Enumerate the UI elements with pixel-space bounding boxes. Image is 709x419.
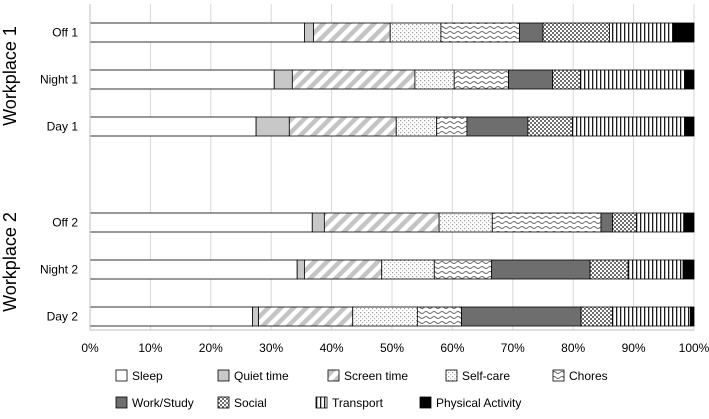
legend-label: Chores [569, 369, 608, 383]
bar-segment-chores [436, 116, 468, 137]
x-tick-label: 10% [138, 341, 162, 355]
bar-segment-physical-activity [683, 212, 695, 233]
legend-label: Work/Study [132, 396, 194, 410]
bar-segment-transport [609, 22, 674, 43]
category-label: Day 2 [47, 310, 79, 324]
legend-label: Transport [332, 396, 384, 410]
bar-segment-social [527, 116, 573, 137]
bar-segment-social [580, 306, 613, 327]
x-tick-label: 30% [259, 341, 283, 355]
legend-label: Sleep [132, 369, 163, 383]
bar-segment-self-care [395, 116, 438, 137]
legend-swatch-physical-activity [419, 396, 432, 409]
bar-segment-self-care [381, 259, 435, 280]
category-label: Off 2 [52, 216, 78, 230]
legend-swatch-sleep [115, 369, 128, 382]
bar-segment-transport [572, 116, 686, 137]
bar-segment-sleep [89, 69, 275, 90]
bar-segment-social [612, 212, 638, 233]
legend-label: Social [234, 396, 267, 410]
bar-segment-physical-activity [689, 306, 695, 327]
bar-segment-chores [416, 306, 462, 327]
bar-segment-quiet-time [255, 116, 290, 137]
bar-segment-physical-activity [673, 22, 695, 43]
x-tick-label: 50% [380, 341, 404, 355]
bar-segment-chores [491, 212, 602, 233]
bar-segment-sleep [89, 22, 305, 43]
legend-swatch-chores [552, 369, 565, 382]
bar-segment-screen-time [288, 116, 397, 137]
bar-segment-self-care [414, 69, 455, 90]
bar-segment-self-care [352, 306, 418, 327]
bar-segment-screen-time [323, 212, 440, 233]
bar-segment-work-study [461, 306, 582, 327]
bar-segment-physical-activity [684, 69, 695, 90]
legend-swatch-quiet-time [217, 369, 230, 382]
group-label: Workplace 1 [0, 26, 20, 126]
x-tick-label: 90% [622, 341, 646, 355]
legend-swatch-social [217, 396, 230, 409]
x-tick-label: 40% [320, 341, 344, 355]
legend-swatch-screen-time [327, 369, 340, 382]
bar-segment-work-study [466, 116, 529, 137]
bar-segment-chores [453, 69, 509, 90]
bar-segment-chores [433, 259, 493, 280]
bar-segment-sleep [89, 212, 313, 233]
bar-segment-screen-time [313, 22, 391, 43]
bar-segment-sleep [89, 306, 253, 327]
bar-segment-screen-time [291, 69, 416, 90]
bar-segment-work-study [508, 69, 554, 90]
bar-segment-transport [612, 306, 691, 327]
bar-segment-physical-activity [684, 116, 695, 137]
legend-label: Screen time [344, 369, 408, 383]
bar-segment-sleep [89, 116, 257, 137]
bar-segment-transport [627, 259, 684, 280]
bar-segment-chores [440, 22, 520, 43]
x-tick-label: 0% [81, 341, 99, 355]
bar-segment-quiet-time [252, 306, 259, 327]
legend-label: Physical Activity [436, 396, 521, 410]
group-label: Workplace 2 [0, 212, 20, 312]
bar-segment-transport [636, 212, 685, 233]
x-tick-label: 100% [679, 341, 709, 355]
bar-segment-sleep [89, 259, 298, 280]
x-tick-label: 20% [199, 341, 223, 355]
bar-segment-quiet-time [296, 259, 305, 280]
bar-segment-quiet-time [311, 212, 325, 233]
bar-segment-quiet-time [273, 69, 293, 90]
bar-segment-quiet-time [304, 22, 314, 43]
bar-segment-social [542, 22, 610, 43]
legend-swatch-work-study [115, 396, 128, 409]
bar-segment-screen-time [258, 306, 354, 327]
legend-label: Self-care [462, 369, 510, 383]
bar-segment-screen-time [304, 259, 383, 280]
category-label: Night 2 [40, 263, 78, 277]
bar-segment-work-study [491, 259, 591, 280]
legend-label: Quiet time [234, 369, 289, 383]
legend-swatch-transport [315, 396, 328, 409]
bar-segment-social [552, 69, 581, 90]
bar-segment-work-study [519, 22, 544, 43]
category-label: Day 1 [47, 120, 79, 134]
category-label: Night 1 [40, 73, 78, 87]
bar-segment-physical-activity [682, 259, 695, 280]
category-label: Off 1 [52, 26, 78, 40]
bar-segment-self-care [389, 22, 442, 43]
bar-segment-work-study [600, 212, 613, 233]
bar-segment-social [589, 259, 629, 280]
x-tick-label: 80% [561, 341, 585, 355]
x-tick-label: 60% [440, 341, 464, 355]
legend-swatch-self-care [445, 369, 458, 382]
bar-segment-transport [580, 69, 686, 90]
x-tick-label: 70% [501, 341, 525, 355]
bar-segment-self-care [438, 212, 493, 233]
